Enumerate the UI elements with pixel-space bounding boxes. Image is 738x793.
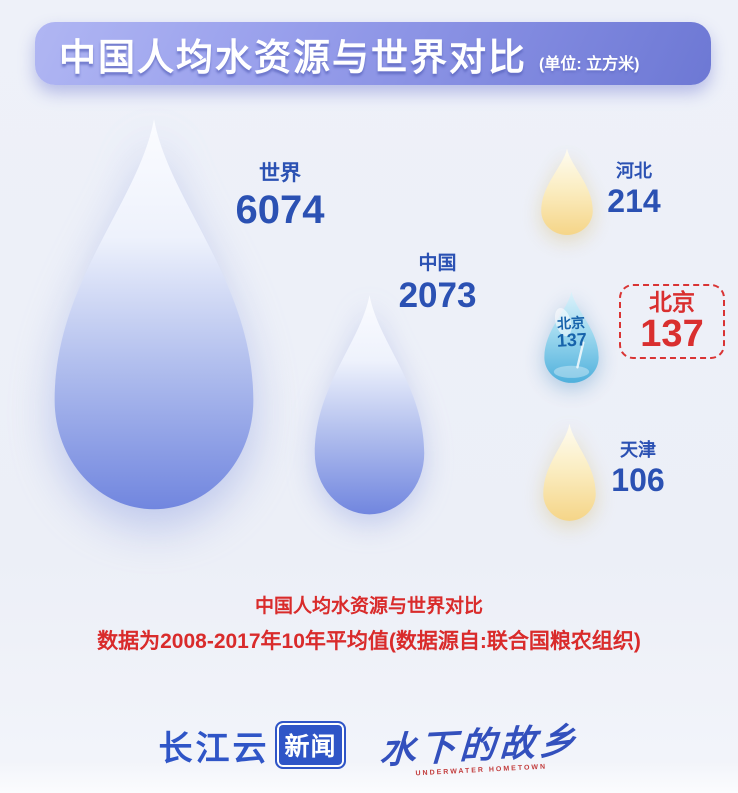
news-badge: 新闻 <box>275 721 346 769</box>
tianjin-label: 天津 <box>620 440 656 460</box>
unit-label: (单位: 立方米) <box>539 55 640 73</box>
page-title: 中国人均水资源与世界对比 <box>59 36 527 78</box>
china-label-group: 中国 2073 <box>385 253 490 316</box>
data-source-note: 中国人均水资源与世界对比 数据为2008-2017年10年平均值(数据源自:联合… <box>0 591 738 655</box>
tianjin-drop-shape <box>543 423 596 521</box>
china-drop-shape <box>314 294 425 515</box>
china-label: 中国 <box>418 253 457 274</box>
beijing-callout-label: 北京 <box>649 288 695 315</box>
note-line1: 中国人均水资源与世界对比 <box>254 596 483 617</box>
world-label: 世界 <box>259 162 301 185</box>
calligraphy-wordmark: 水下的故乡 <box>378 719 581 772</box>
beijing-highlight-callout: 北京 137 <box>619 284 725 359</box>
beijing-inner-value: 137 <box>556 328 588 351</box>
hebei-label: 河北 <box>616 161 652 181</box>
underwater-hometown-logo: 水下的故乡 UNDERWATER HOMETOWN <box>378 711 581 778</box>
world-value: 6074 <box>235 188 325 233</box>
tianjin-label-group: 天津 106 <box>600 440 676 498</box>
footer-logos: 长江云 新闻 水下的故乡 UNDERWATER HOMETOWN <box>0 712 738 778</box>
changjiangyun-wordmark: 长江云 <box>158 729 270 768</box>
beijing-drop-shape <box>544 291 599 383</box>
hebei-value: 214 <box>607 182 661 219</box>
hebei-label-group: 河北 214 <box>598 161 670 219</box>
changjiangyun-logo: 长江云 新闻 <box>158 721 346 770</box>
hebei-drop-shape <box>541 148 593 235</box>
china-value: 2073 <box>398 275 477 315</box>
beijing-callout-value: 137 <box>640 312 704 355</box>
world-drop-shape <box>54 119 254 510</box>
world-label-group: 世界 6074 <box>210 162 350 233</box>
note-line2: 数据为2008-2017年10年平均值(数据源自:联合国粮农组织) <box>97 630 641 653</box>
title-banner: 中国人均水资源与世界对比 (单位: 立方米) <box>35 22 711 85</box>
tianjin-value: 106 <box>611 461 665 498</box>
beijing-drop-inner-text: 北京 137 <box>541 314 602 351</box>
